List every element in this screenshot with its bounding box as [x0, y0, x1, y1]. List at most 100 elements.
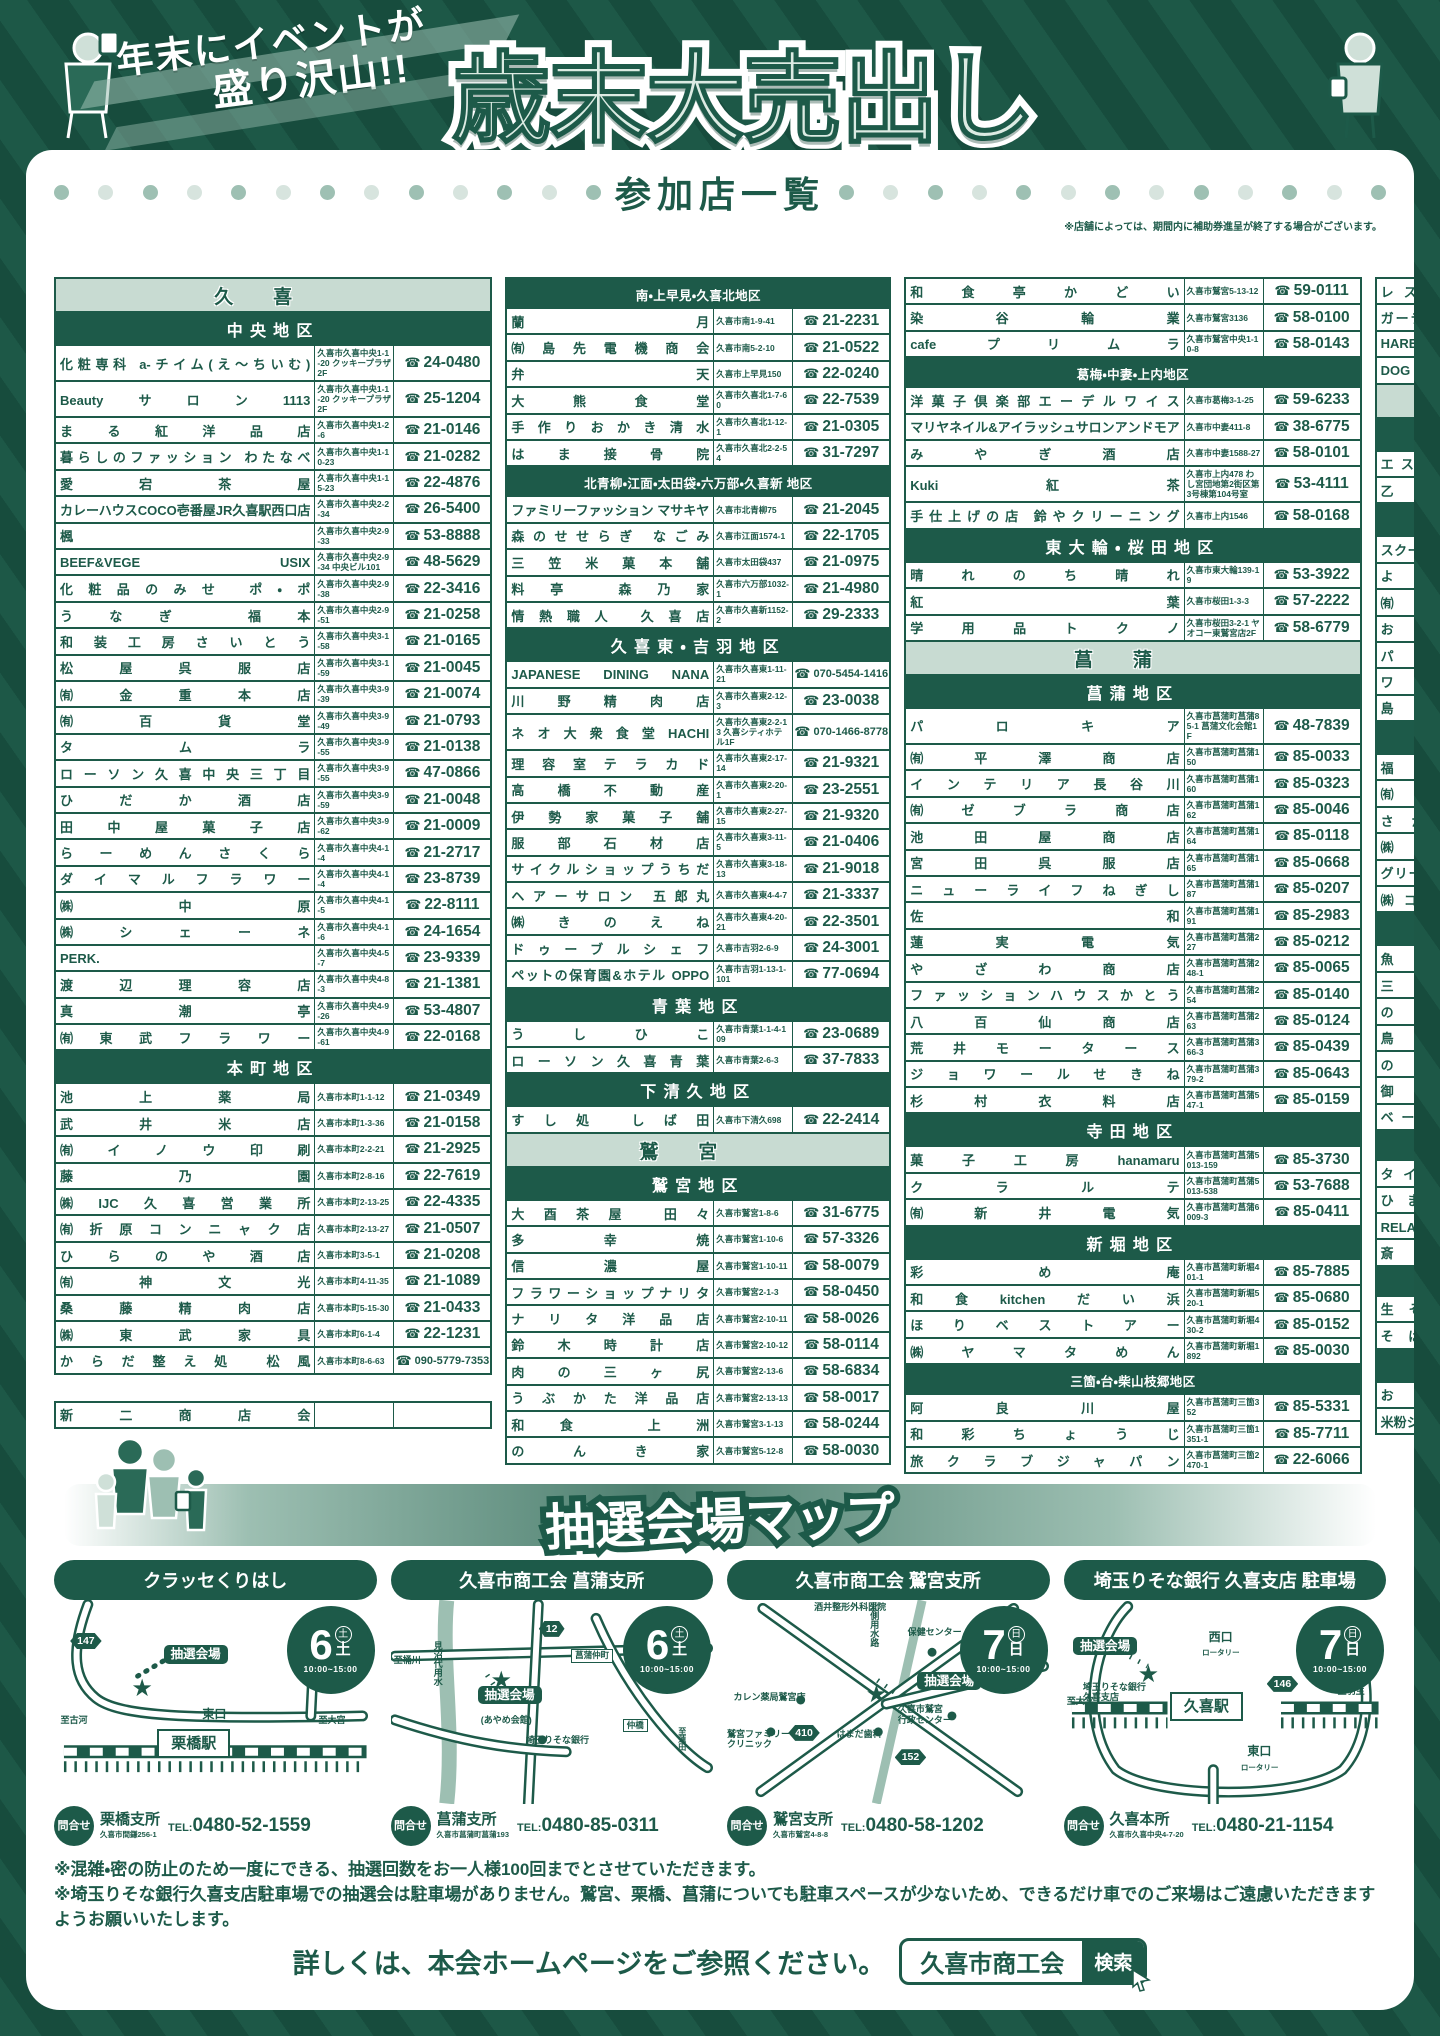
- store-name: 高橋不動産: [511, 783, 710, 799]
- venue-map: 6 土土 10:00~15:00 ★ 12 至桶川 菖蒲仲町 見沼代用水 抽選会場 (あやめ会館)…: [390, 1600, 714, 1805]
- store-phone-number: 22-4335: [423, 1193, 481, 1211]
- store-row: うなぎ 福本 久喜市久喜中央2-9-51 ☎ 21-0258: [54, 600, 493, 630]
- store-phone-number: 85-0323: [1292, 774, 1350, 792]
- store-phone-number: 22-4876: [423, 474, 481, 492]
- store-phone: ☎ 21-0406: [792, 830, 889, 855]
- store-phone: ☎ 85-2983: [1262, 903, 1360, 928]
- store-name: 洋菓子倶楽部エーデルワイス: [910, 393, 1180, 409]
- store-row: JAPANESE DINING NANA 久喜市久喜東1-11-21 ☎ 070-54…: [505, 660, 892, 689]
- phone-icon: ☎: [404, 765, 421, 781]
- store-row: からだ整え処 松風 久喜市本町8-6-63 ☎ 090-5779-7353: [54, 1346, 493, 1375]
- store-phone-number: 23-2551: [822, 780, 880, 798]
- store-name: ㈱東武家具: [60, 1327, 311, 1343]
- store-row: ナリタ洋品店 久喜市鷲宮2-10-11 ☎ 58-0026: [505, 1304, 892, 1333]
- store-row: 服部石材店 久喜市久喜東3-11-5 ☎ 21-0406: [505, 828, 892, 857]
- store-row: 蘭月 久喜市南1-9-41 ☎ 21-2231: [505, 307, 892, 336]
- store-name: 藤乃園: [60, 1169, 311, 1185]
- store-phone: ☎ 22-0240: [792, 361, 889, 387]
- store-address: 久喜市菖蒲町菖蒲162: [1183, 797, 1263, 823]
- store-row: 新二商店会: [54, 1400, 493, 1430]
- store-row: うしひこ 久喜市青葉1-1-4-109 ☎ 23-0689: [505, 1019, 892, 1049]
- map-label: 鷲宮ファミリー クリニック: [727, 1728, 791, 1750]
- store-row: そば処 さとかた久喜市松永10-2☎52-3110: [1374, 1321, 1414, 1350]
- store-row: ガーデンプレイス 花のワルツ久喜市菖蒲町柴山枝郷415☎31-6700: [1374, 303, 1414, 332]
- store-phone-number: 24-0480: [423, 354, 481, 372]
- store-row: ㈲志ほや久喜市栗橋東2-1-11☎52-0108: [1374, 779, 1414, 808]
- footer-cta-row: 詳しくは、本会ホームページをご参照ください。 久喜市商工会 検索: [54, 1938, 1386, 1993]
- venue-star-icon: ★: [865, 1680, 888, 1708]
- map-label: はまだ歯科: [836, 1728, 882, 1739]
- store-name: タイレストラン Sala: [1380, 1166, 1414, 1182]
- store-row: ㈱シェーネ 久喜市久喜中央4-1-6 ☎ 24-1654: [54, 917, 493, 946]
- store-row: 渡辺理容店 久喜市久喜中央4-8-3 ☎ 21-1381: [54, 970, 493, 999]
- phone-icon: ☎: [803, 418, 820, 434]
- store-row: 福楽久喜市栗橋東4-4-3☎52-8168: [1374, 753, 1414, 782]
- listing-note: ※店舗によっては、期間内に補助券進呈が終了する場合がございます。: [1064, 222, 1382, 233]
- store-phone-number: 21-0165: [423, 632, 481, 650]
- store-name: 手作りおかき清水: [511, 420, 710, 436]
- phone-icon: ☎: [803, 607, 820, 623]
- district-header: 北青柳・江面・太田袋・六万部・久喜新 地区: [505, 465, 892, 498]
- store-address: 久喜市久喜中央3-9-62: [314, 813, 393, 839]
- phone-icon: ☎: [404, 501, 421, 517]
- store-name: 松屋呉服店: [60, 661, 311, 677]
- store-address: 久喜市本町2-2-21: [314, 1137, 393, 1162]
- store-name: パロキア: [910, 719, 1180, 735]
- store-name: ㈱きのえね: [511, 915, 710, 931]
- store-row: 情熱職人 久喜店 久喜市久喜新1152-2 ☎ 29-2333: [505, 600, 892, 630]
- store-row: ローソン久喜中央三丁目 久喜市久喜中央3-9-55 ☎ 47-0866: [54, 759, 493, 788]
- decorative-dots-right: [839, 184, 1386, 200]
- store-name: ジョワールせきね: [910, 1067, 1180, 1083]
- store-address: 久喜市六万部1032-1: [713, 576, 792, 601]
- store-phone: ☎ 22-4335: [393, 1190, 490, 1215]
- footer-notes: ※混雑・密の防止のため一度にできる、抽選回数をお一人様100回までとさせていただ…: [54, 1858, 1386, 1932]
- store-row: サイクルショップうちだ 久喜市久喜東3-18-13 ☎ 21-9018: [505, 854, 892, 884]
- store-phone-number: 58-0026: [822, 1309, 880, 1327]
- event-day: 7: [1318, 1621, 1343, 1669]
- phone-icon: ☎: [1273, 1092, 1290, 1108]
- store-row: 手仕上げの店 鈴やクリーニング 久喜市上内1546 ☎ 58-0168: [904, 501, 1362, 530]
- store-address: 久喜市久喜中央4-9-61: [314, 1025, 393, 1050]
- store-name: お茶の白石: [1377, 617, 1414, 640]
- listing-column: レストラン野いちご久喜市菖蒲町台808☎85-6438ガーデンプレイス 花のワル…: [1374, 277, 1414, 1436]
- store-phone-number: 22-0240: [822, 364, 880, 382]
- store-address: 久喜市久喜東2-27-15: [713, 803, 792, 829]
- phone-icon: ☎: [1273, 309, 1290, 325]
- contact-info: 久喜本所 久喜市久喜中央4-7-20: [1110, 1812, 1184, 1840]
- store-phone-number: 22-3501: [822, 912, 880, 930]
- store-phone-number: 090-5779-7353: [414, 1354, 490, 1367]
- phone-icon: ☎: [1273, 418, 1290, 434]
- phone-icon: ☎: [404, 686, 421, 702]
- store-phone-number: 48-7839: [1292, 716, 1350, 734]
- store-phone: ☎ 85-0124: [1262, 1008, 1360, 1034]
- store-phone-number: 85-0212: [1292, 932, 1350, 950]
- store-phone: ☎ 21-0349: [393, 1084, 490, 1109]
- store-name: 学用品トクノ: [910, 621, 1180, 637]
- contact-info: 鷲宮支所 久喜市鷲宮4-8-8: [773, 1812, 833, 1840]
- store-phone-number: 85-0033: [1292, 748, 1350, 766]
- store-name: 三笠屋: [1377, 974, 1414, 997]
- phone-icon: ☎: [1274, 476, 1291, 492]
- store-row: ローソン久喜青葉 久喜市青葉2-6-3 ☎ 37-7833: [505, 1046, 892, 1075]
- phone-icon: ☎: [794, 666, 811, 682]
- contact-name: 菖蒲支所: [436, 1811, 497, 1829]
- store-address: 久喜市鷲宮3136: [1183, 305, 1263, 330]
- contact-address: 久喜市菖蒲町菖蒲193: [436, 1830, 510, 1840]
- phone-icon: ☎: [1273, 960, 1290, 976]
- phone-icon: ☎: [803, 365, 820, 381]
- store-row: 彩め庵 久喜市菖蒲町新堀401-1 ☎ 85-7885: [904, 1257, 1362, 1287]
- store-phone-number: 21-2925: [423, 1140, 481, 1158]
- store-name: cafe プリムラ: [910, 337, 1180, 353]
- store-phone-number: 22-3416: [423, 579, 481, 597]
- tel-prefix: TEL:: [1191, 1822, 1217, 1835]
- store-row: ㈱中原 久喜市久喜中央4-1-5 ☎ 22-8111: [54, 891, 493, 920]
- store-row: ㈲東武フラワー 久喜市久喜中央4-9-61 ☎ 22-0168: [54, 1023, 493, 1052]
- store-address: 久喜市久喜中央1-2-6: [314, 418, 393, 443]
- store-row: ジョワールせきね 久喜市菖蒲町菖蒲379-2 ☎ 85-0643: [904, 1059, 1362, 1089]
- store-address: 久喜市久喜中央4-1-6: [314, 919, 393, 944]
- phone-icon: ☎: [1273, 1065, 1290, 1081]
- store-name: 乙女屋: [1377, 479, 1414, 502]
- store-phone: ☎ 23-2551: [792, 777, 889, 802]
- phone-icon: ☎: [404, 607, 421, 623]
